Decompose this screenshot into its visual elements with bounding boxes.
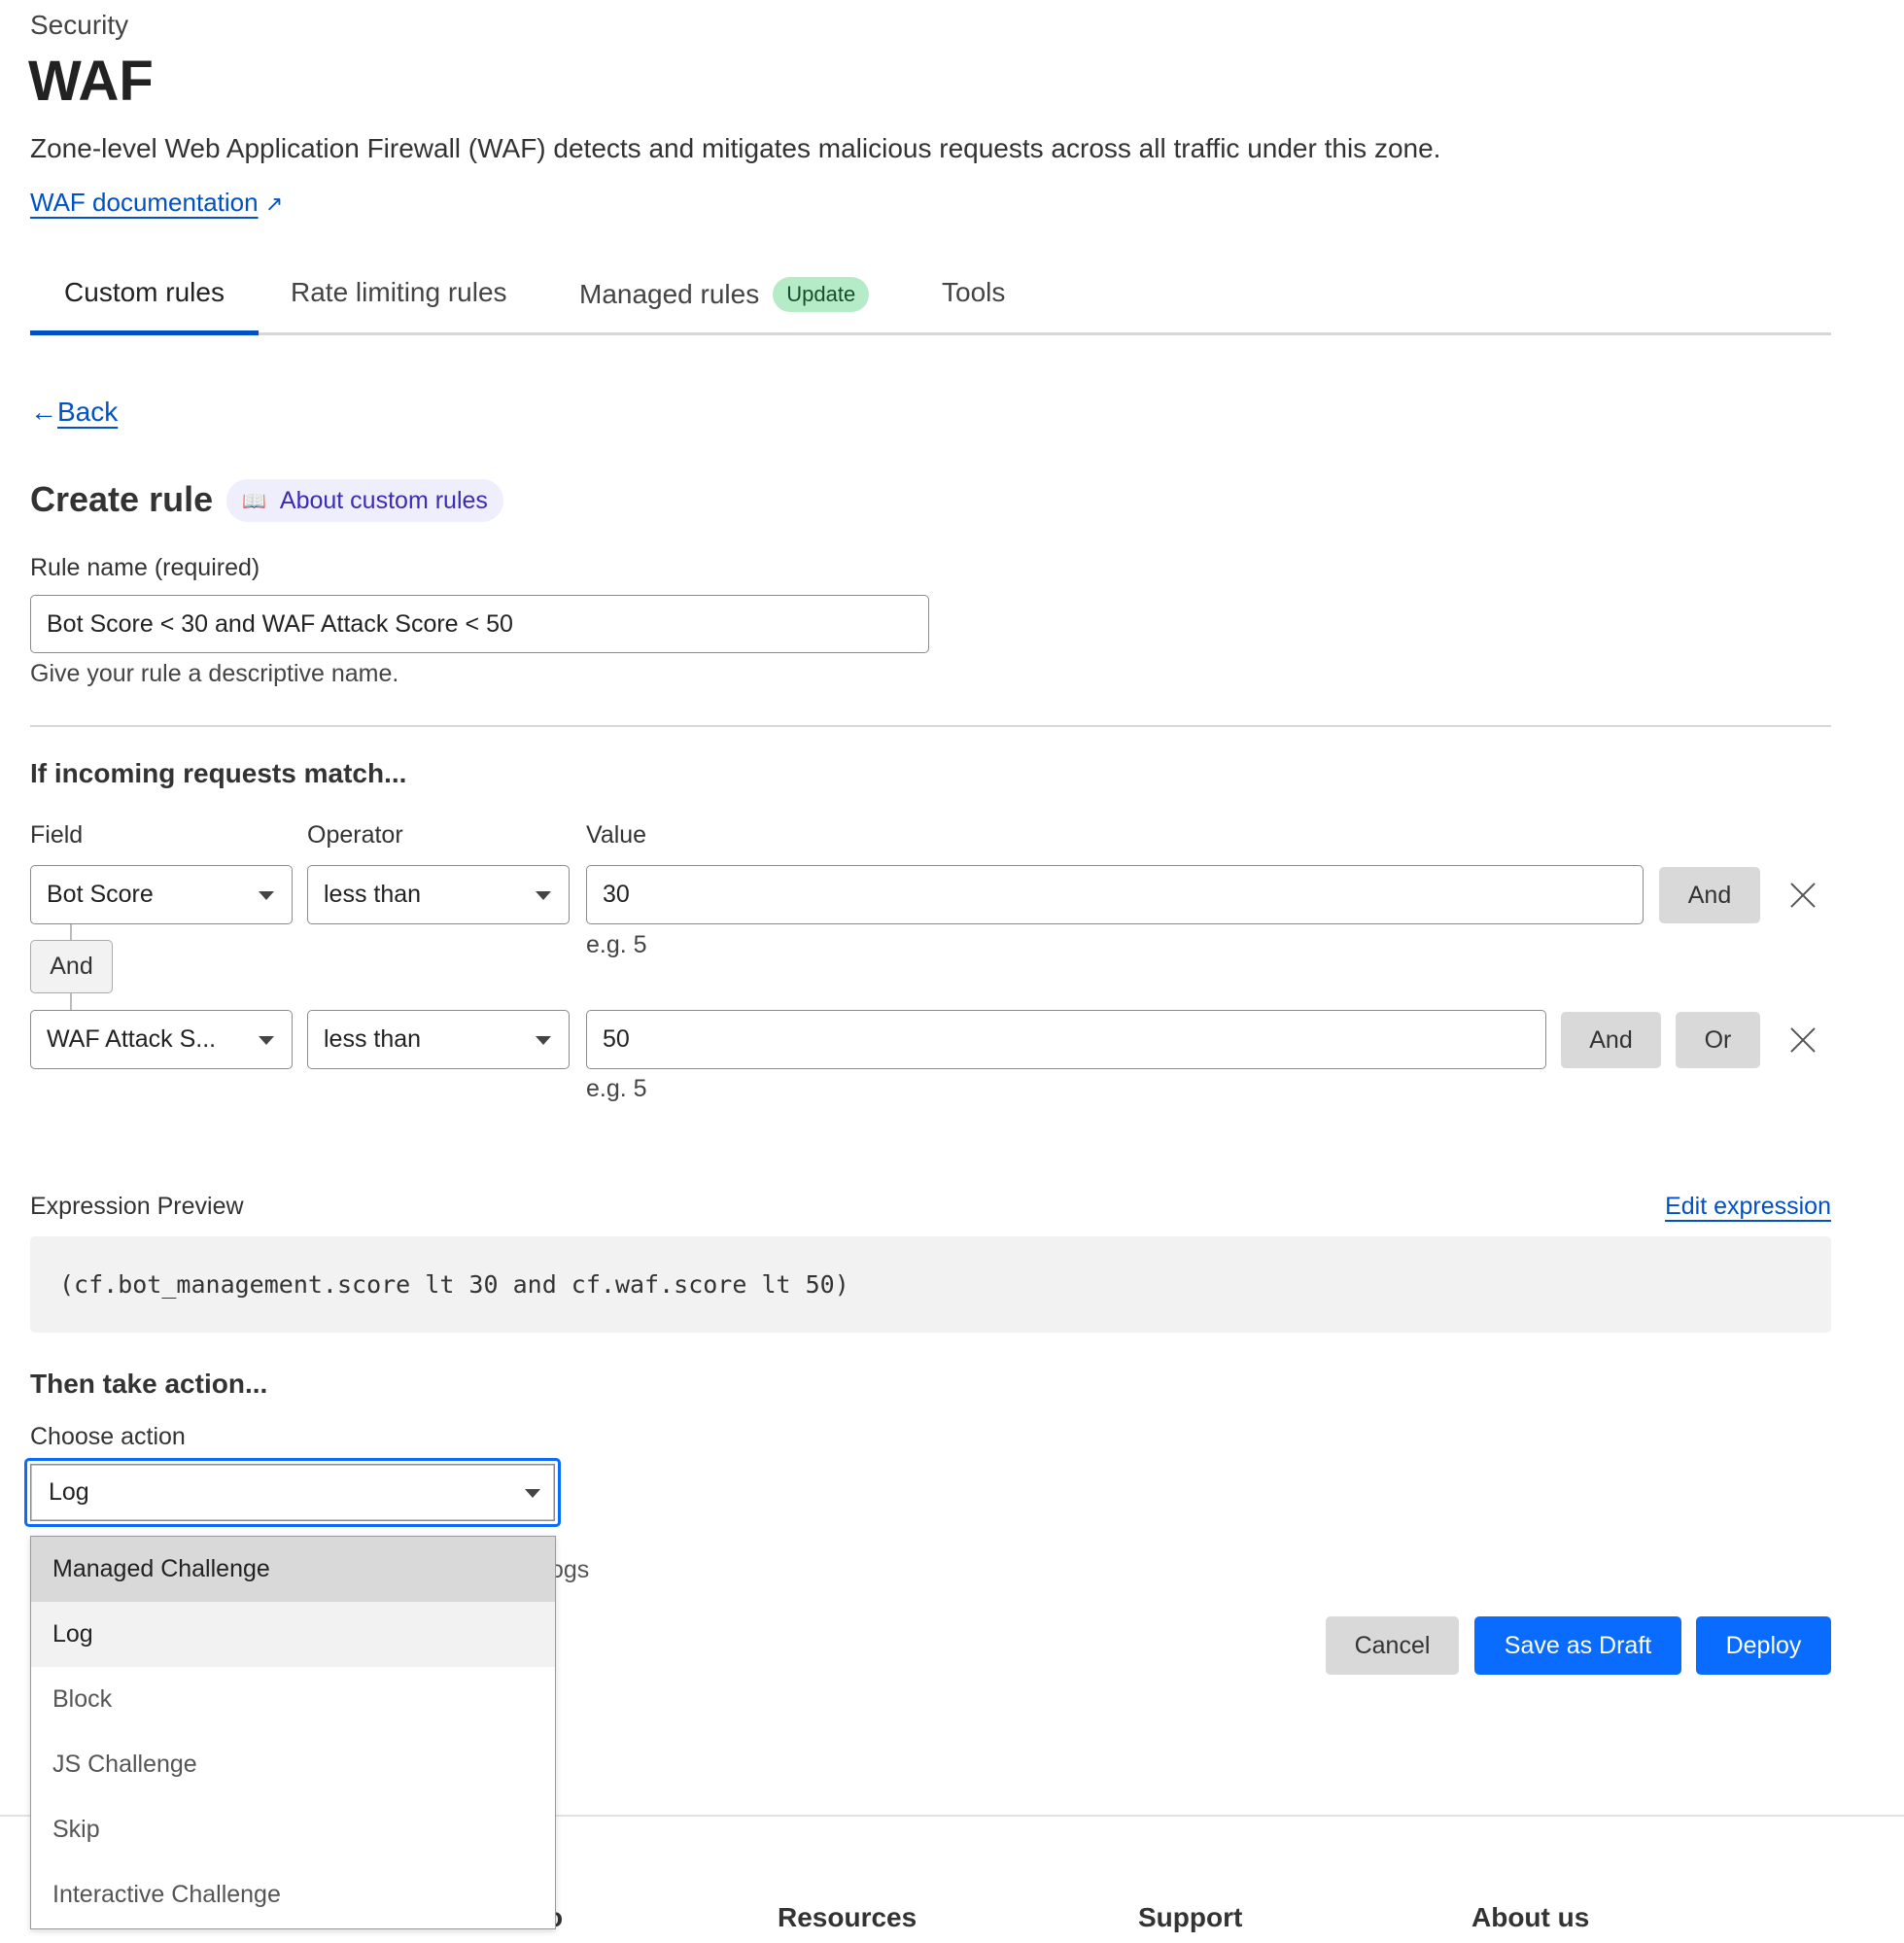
operator-column-label: Operator — [307, 821, 403, 849]
back-label: Back — [57, 397, 119, 427]
operator-select-2[interactable]: less than — [307, 1010, 570, 1069]
waf-documentation-link[interactable]: WAF documentation ↗ — [30, 188, 283, 218]
operator-value: less than — [324, 1025, 422, 1053]
tab-rate-limiting-rules[interactable]: Rate limiting rules — [291, 277, 507, 307]
value-text: 30 — [603, 881, 630, 908]
page-title: WAF — [28, 50, 154, 113]
option-interactive-challenge[interactable]: Interactive Challenge — [52, 1881, 281, 1908]
expression-preview-label: Expression Preview — [30, 1193, 244, 1220]
value-input-2[interactable]: 50 — [586, 1010, 1546, 1069]
value-column-label: Value — [586, 821, 647, 849]
about-custom-rules-link[interactable]: 📖 About custom rules — [226, 479, 503, 522]
cancel-button[interactable]: Cancel — [1326, 1616, 1459, 1675]
option-managed-challenge[interactable]: Managed Challenge — [31, 1537, 555, 1602]
tab-custom-rules[interactable]: Custom rules — [30, 262, 259, 335]
action-value: Log — [49, 1478, 89, 1506]
field-value: Bot Score — [47, 881, 154, 908]
edit-expression-link[interactable]: Edit expression — [1665, 1193, 1831, 1220]
divider — [30, 725, 1831, 727]
rule-name-value: Bot Score < 30 and WAF Attack Score < 50 — [47, 609, 513, 638]
or-button-2[interactable]: Or — [1676, 1012, 1760, 1068]
breadcrumb: Security — [30, 10, 129, 40]
doc-link-text: WAF documentation — [30, 188, 259, 217]
value-hint-1: e.g. 5 — [586, 931, 647, 958]
field-value: WAF Attack S... — [47, 1025, 217, 1053]
field-column-label: Field — [30, 821, 84, 849]
footer-divider — [0, 1815, 1904, 1817]
action-select[interactable]: Log — [24, 1458, 561, 1527]
connector-and[interactable]: And — [30, 940, 113, 993]
deploy-button[interactable]: Deploy — [1696, 1616, 1831, 1675]
update-badge: Update — [773, 277, 870, 312]
back-link[interactable]: ←Back — [30, 397, 118, 428]
footer-heading-about-us: About us — [1471, 1902, 1590, 1932]
tab-label: Managed rules — [579, 279, 760, 309]
caret-down-icon — [525, 1488, 540, 1498]
match-heading: If incoming requests match... — [30, 758, 407, 788]
action-help-partial: ogs — [550, 1556, 590, 1583]
and-button-1[interactable]: And — [1659, 867, 1760, 923]
remove-condition-1-icon[interactable] — [1788, 881, 1817, 910]
caret-down-icon — [536, 1035, 551, 1045]
option-skip[interactable]: Skip — [52, 1816, 100, 1843]
action-dropdown-menu: Managed Challenge Log Block JS Challenge… — [30, 1536, 556, 1929]
value-input-1[interactable]: 30 — [586, 865, 1644, 924]
page-description: Zone-level Web Application Firewall (WAF… — [30, 133, 1441, 163]
value-text: 50 — [603, 1025, 630, 1053]
option-block[interactable]: Block — [52, 1685, 113, 1713]
about-label: About custom rules — [279, 486, 488, 514]
action-heading: Then take action... — [30, 1369, 268, 1399]
rule-name-label: Rule name (required) — [30, 554, 260, 581]
operator-value: less than — [324, 881, 422, 908]
field-select-1[interactable]: Bot Score — [30, 865, 293, 924]
choose-action-label: Choose action — [30, 1423, 186, 1450]
value-hint-2: e.g. 5 — [586, 1075, 647, 1102]
tab-managed-rules[interactable]: Managed rules Update — [579, 277, 870, 312]
form-title: Create rule — [30, 479, 214, 519]
caret-down-icon — [259, 890, 274, 900]
operator-select-1[interactable]: less than — [307, 865, 570, 924]
footer-heading-resources: Resources — [778, 1902, 917, 1932]
remove-condition-2-icon[interactable] — [1788, 1025, 1817, 1055]
and-button-2[interactable]: And — [1561, 1012, 1661, 1068]
expression-preview: (cf.bot_management.score lt 30 and cf.wa… — [30, 1236, 1831, 1333]
caret-down-icon — [536, 890, 551, 900]
external-link-icon: ↗ — [264, 191, 284, 216]
footer-heading-support: Support — [1138, 1902, 1243, 1932]
field-select-2[interactable]: WAF Attack S... — [30, 1010, 293, 1069]
rule-name-help: Give your rule a descriptive name. — [30, 660, 399, 687]
expression-text: (cf.bot_management.score lt 30 and cf.wa… — [59, 1270, 849, 1299]
book-icon: 📖 — [242, 490, 266, 512]
tab-tools[interactable]: Tools — [942, 277, 1006, 307]
tabs: Custom rules Rate limiting rules Managed… — [30, 262, 1831, 335]
save-as-draft-button[interactable]: Save as Draft — [1474, 1616, 1681, 1675]
option-js-challenge[interactable]: JS Challenge — [52, 1751, 197, 1778]
option-log[interactable]: Log — [31, 1602, 555, 1667]
rule-name-input[interactable]: Bot Score < 30 and WAF Attack Score < 50 — [30, 595, 929, 653]
caret-down-icon — [259, 1035, 274, 1045]
arrow-left-icon: ← — [30, 397, 57, 427]
